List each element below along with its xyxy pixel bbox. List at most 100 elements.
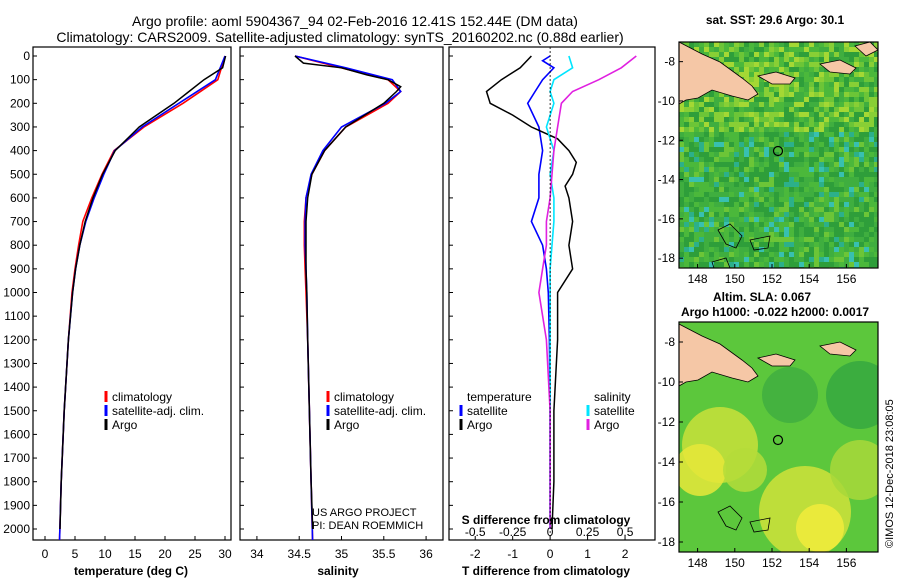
sst-cell [739,112,744,117]
sst-cell [799,217,804,222]
sst-cell [844,257,849,262]
sst-cell [799,202,804,207]
sst-cell [754,102,759,107]
sst-cell [834,222,839,227]
sst-cell [799,112,804,117]
sst-cell [849,217,854,222]
land-new-guinea [679,42,759,105]
sst-cell [724,57,729,62]
sst-cell [809,212,814,217]
sst-cell [794,112,799,117]
sst-cell [714,112,719,117]
sst-cell [779,197,784,202]
sst-cell [859,122,864,127]
sst-cell [834,182,839,187]
sst-cell [789,177,794,182]
sst-cell [789,107,794,112]
sst-cell [834,162,839,167]
sst-cell [769,57,774,62]
sst-cell [754,47,759,52]
sst-cell [684,207,689,212]
sst-cell [809,77,814,82]
sst-cell [759,182,764,187]
sst-cell [794,192,799,197]
sst-cell [869,247,874,252]
sst-cell [799,187,804,192]
sst-cell [804,207,809,212]
sst-cell [799,237,804,242]
sst-cell [804,247,809,252]
sst-cell [719,152,724,157]
sst-cell [699,142,704,147]
sst-cell [849,62,854,67]
sst-cell [844,182,849,187]
sst-cell [874,137,878,142]
sst-cell [694,47,699,52]
sst-cell [844,197,849,202]
sst-cell [714,152,719,157]
sst-cell [689,222,694,227]
sst-cell [824,217,829,222]
sst-cell [719,242,724,247]
sst-cell [774,227,779,232]
depth-tick-label: 1700 [3,451,30,465]
sst-cell [729,197,734,202]
sst-cell [709,52,714,57]
map-xtick-label: 156 [836,556,856,570]
sst-cell [789,127,794,132]
sst-cell [799,62,804,67]
sst-cell [754,87,759,92]
sst-cell [704,257,709,262]
sst-cell [834,102,839,107]
sst-cell [749,162,754,167]
sst-cell [869,127,874,132]
sst-cell [829,117,834,122]
sst-cell [789,57,794,62]
sst-cell [689,252,694,257]
sst-cell [714,102,719,107]
sst-cell [774,192,779,197]
sst-cell [744,252,749,257]
sst-cell [769,177,774,182]
sst-cell [799,137,804,142]
sst-cell [769,202,774,207]
sst-cell [819,242,824,247]
sst-cell [774,102,779,107]
sst-cell [834,122,839,127]
depth-tick-label: 100 [10,73,30,87]
sst-cell [684,237,689,242]
sst-cell [794,87,799,92]
sst-cell [749,52,754,57]
sla-blob [679,444,726,496]
sst-cell [814,242,819,247]
depth-tick-label: 1000 [3,286,30,300]
sst-cell [709,217,714,222]
sst-cell [849,227,854,232]
sst-cell [834,132,839,137]
sst-cell [739,167,744,172]
sst-cell [699,152,704,157]
sst-cell [769,92,774,97]
sst-cell [714,92,719,97]
sst-cell [734,232,739,237]
sst-cell [794,137,799,142]
sst-cell [839,107,844,112]
sst-cell [724,237,729,242]
sst-cell [704,177,709,182]
sst-cell [784,87,789,92]
sst-cell [844,152,849,157]
sst-cell [709,232,714,237]
sst-cell [829,107,834,112]
sst-cell [819,217,824,222]
sst-cell [784,237,789,242]
sst-cell [769,122,774,127]
sst-cell [744,112,749,117]
sst-cell [804,162,809,167]
sst-cell [719,202,724,207]
sst-cell [874,92,878,97]
sst-cell [724,177,729,182]
sst-cell [759,132,764,137]
sst-cell [704,222,709,227]
sst-cell [724,52,729,57]
sst-cell [739,42,744,47]
